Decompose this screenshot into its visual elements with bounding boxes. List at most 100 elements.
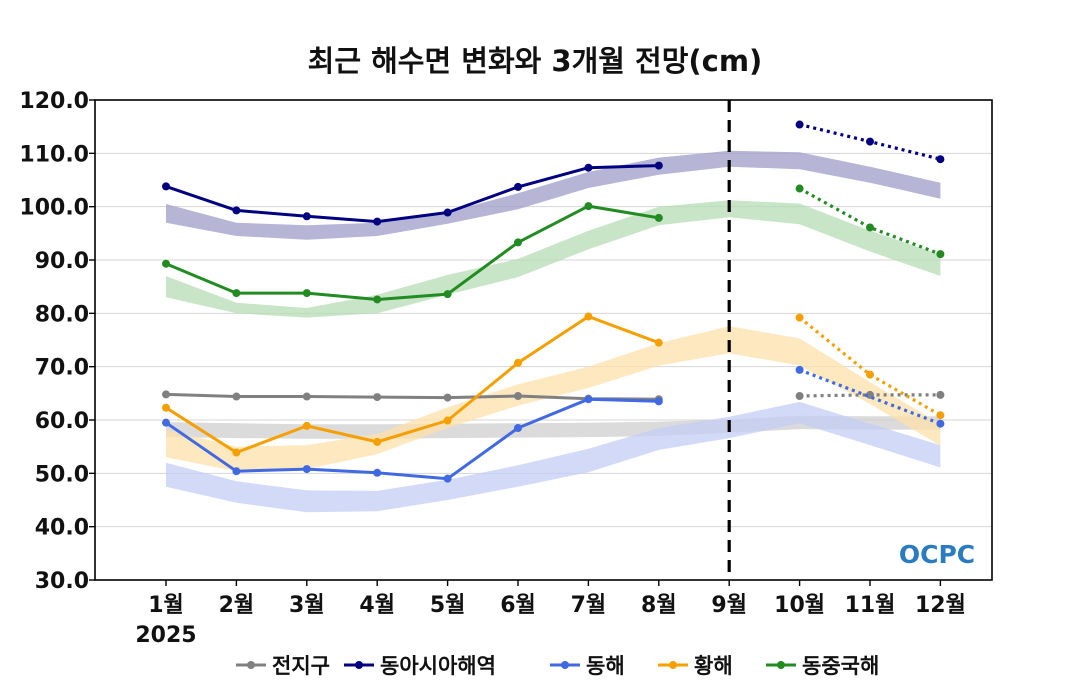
forecast-point (866, 370, 874, 379)
forecast-point (936, 411, 945, 420)
data-point (373, 437, 382, 446)
data-point (443, 474, 452, 483)
chart-title: 최근 해수면 변화와 3개월 전망(cm) (308, 44, 763, 78)
x-tick-label: 4월 (359, 593, 395, 618)
forecast-point (795, 392, 804, 400)
legend-swatch-marker (247, 661, 255, 669)
y-tick-label: 40.0 (35, 516, 89, 541)
y-tick-label: 50.0 (35, 462, 89, 487)
x-tick-label: 6월 (500, 593, 536, 618)
legend-item: 동아시아해역 (344, 654, 496, 678)
plot-area (95, 100, 992, 580)
forecast-point (936, 390, 945, 399)
x-tick-label: 3월 (289, 593, 325, 618)
data-point (232, 392, 241, 401)
data-point (654, 397, 663, 406)
range-band (166, 200, 941, 318)
data-point (302, 392, 311, 401)
y-tick-label: 110.0 (19, 142, 89, 167)
x-tick-label: 11월 (845, 593, 896, 618)
data-point (654, 161, 663, 170)
forecast-point (936, 419, 945, 428)
data-point (232, 206, 241, 215)
range-band (166, 150, 941, 240)
legend-label: 동해 (586, 654, 625, 678)
forecast-point (795, 184, 804, 193)
data-point (162, 390, 170, 399)
series-line (165, 204, 660, 301)
ocpc-logo: OCPC (899, 540, 975, 569)
data-point (654, 338, 663, 347)
legend-label: 황해 (694, 654, 733, 678)
x-tick-label: 8월 (641, 593, 677, 618)
legend-swatch-marker (669, 661, 677, 669)
x-tick-label: 12월 (915, 593, 966, 618)
x-tick-label: 5월 (430, 593, 466, 618)
range-band (166, 326, 941, 472)
forecast-point (795, 313, 804, 322)
data-point (514, 238, 522, 247)
data-point (443, 416, 452, 425)
data-point (584, 312, 593, 321)
data-point (654, 213, 663, 222)
data-point (373, 295, 382, 304)
legend: 전지구 동아시아해역 동해 황해 동중국해 (236, 654, 879, 678)
series-line (165, 164, 659, 224)
data-point (443, 393, 452, 402)
legend-label: 동아시아해역 (380, 654, 496, 678)
data-point (584, 202, 593, 211)
legend-item: 황해 (658, 654, 733, 678)
legend-swatch-marker (355, 661, 363, 669)
forecast-point (936, 250, 945, 259)
data-point (302, 465, 311, 474)
data-point (584, 163, 593, 172)
data-point (162, 259, 170, 268)
data-point (443, 290, 452, 299)
forecast-point (866, 223, 874, 232)
forecast-line (798, 316, 942, 417)
data-point (373, 468, 382, 477)
range-band (166, 401, 941, 513)
y-tick-label: 90.0 (35, 249, 89, 274)
x-tick-label: 9월 (711, 593, 747, 618)
data-point (232, 467, 241, 476)
data-point (514, 358, 522, 367)
data-point (514, 424, 522, 432)
y-axis: 30.0 40.0 50.0 60.0 70.0 80.0 90.0 100.0 110.0 12… (19, 89, 95, 594)
data-point (373, 393, 382, 402)
x-axis: 1월 2월 3월 4월 5월 6월 7월 8월 9월 10월 11월 12월 (148, 580, 966, 618)
data-point (302, 289, 311, 298)
series-line (165, 315, 660, 454)
x-tick-label: 10월 (774, 593, 825, 618)
data-point (232, 448, 241, 457)
legend-label: 전지구 (272, 654, 330, 678)
plot-frame (94, 99, 993, 581)
year-label: 2025 (135, 623, 196, 648)
y-tick-label: 30.0 (35, 569, 89, 594)
data-point (162, 403, 170, 412)
data-point (232, 289, 241, 298)
legend-item: 전지구 (236, 654, 330, 678)
y-tick-label: 80.0 (35, 302, 89, 327)
legend-swatch-marker (561, 661, 569, 669)
series-line (165, 392, 659, 401)
data-point (162, 418, 170, 427)
forecast-point (795, 120, 804, 129)
y-tick-label: 120.0 (19, 89, 89, 114)
data-point (514, 182, 522, 191)
data-point (514, 392, 522, 400)
data-point (302, 421, 311, 430)
data-point (302, 212, 311, 221)
data-point (162, 182, 170, 191)
legend-swatch-marker (777, 661, 785, 669)
y-tick-label: 60.0 (35, 409, 89, 434)
data-point (584, 395, 593, 404)
legend-label: 동중국해 (802, 654, 879, 678)
x-tick-label: 2월 (219, 593, 255, 618)
legend-item: 동해 (550, 654, 625, 678)
data-point (373, 217, 382, 226)
forecast-point (936, 155, 945, 164)
forecast-point (866, 137, 874, 146)
data-point (443, 208, 452, 217)
